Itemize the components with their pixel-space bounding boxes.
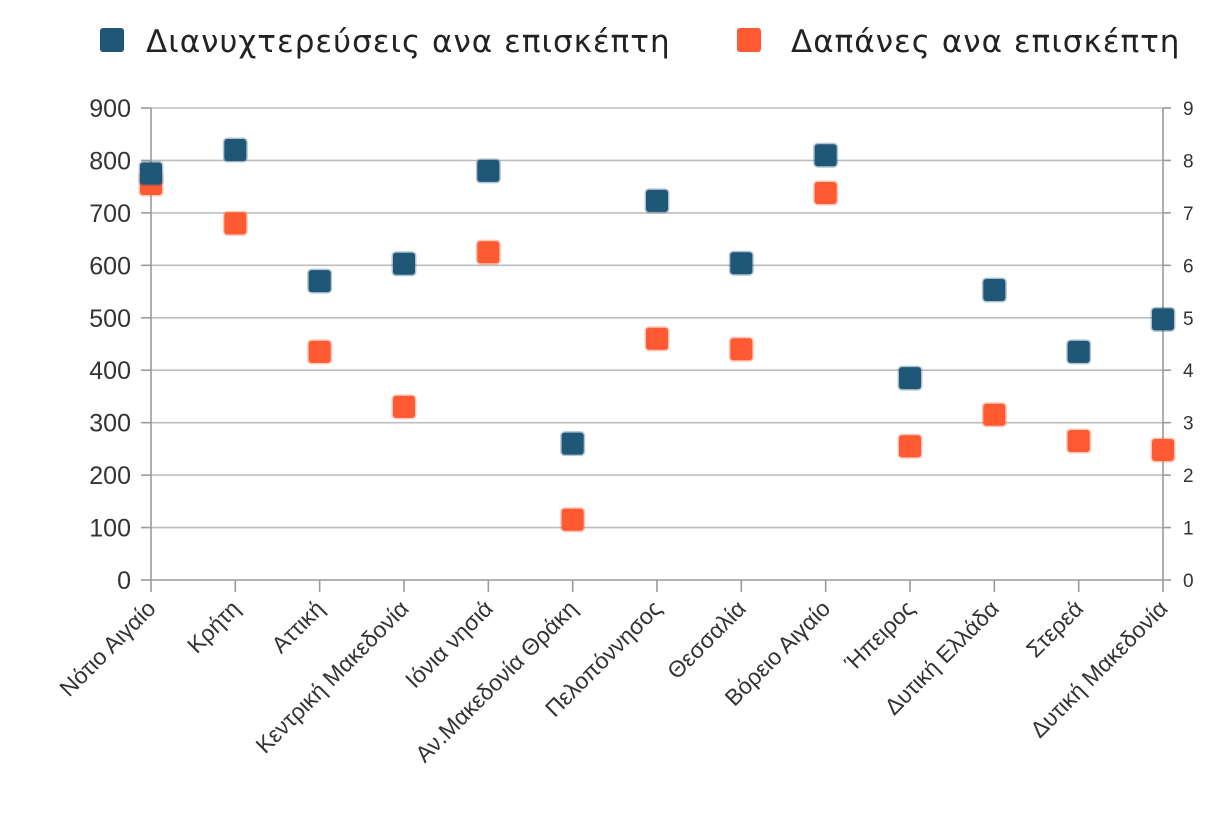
right-tick-label: 5: [1183, 309, 1194, 330]
spending-point: [475, 239, 501, 265]
right-tick-label: 3: [1183, 414, 1194, 435]
right-tick-label: 7: [1183, 204, 1194, 225]
right-tick-label: 1: [1183, 519, 1194, 540]
x-category-label: Κρήτη: [182, 595, 245, 658]
nights-point: [644, 188, 670, 214]
left-tick-label: 300: [89, 410, 131, 438]
x-category-label: Ήπειρος: [839, 595, 920, 676]
left-tick-label: 100: [89, 515, 131, 543]
nights-point: [475, 158, 501, 184]
right-tick-label: 4: [1183, 361, 1194, 382]
x-category-label: Κεντρική Μακεδονία: [250, 595, 413, 758]
x-category-label: Θεσσαλία: [662, 595, 751, 684]
nights-point: [391, 251, 417, 277]
spending-point: [644, 326, 670, 352]
axes: [141, 107, 1171, 592]
series-nights-points: [138, 137, 1176, 457]
right-y-axis-ticks: 0 1 2 3 4 5 6 7 8 9: [1183, 99, 1194, 592]
spending-point: [813, 180, 839, 206]
legend: Διανυχτερεύσεις ανα επισκέπτη Δαπάνες αν…: [100, 24, 1180, 60]
left-tick-label: 600: [89, 252, 131, 280]
nights-point: [981, 277, 1007, 303]
gridlines: [151, 107, 1163, 529]
x-category-label: Νότιο Αιγαίο: [54, 595, 160, 701]
left-tick-label: 0: [117, 567, 131, 595]
left-y-axis-ticks: 0 100 200 300 400 500 600 700 800 900: [89, 95, 131, 595]
spending-point: [560, 507, 586, 533]
spending-point: [728, 336, 754, 362]
left-tick-label: 800: [89, 147, 131, 175]
x-category-label: Αττική: [266, 595, 329, 658]
x-category-label: Στερεά: [1021, 595, 1088, 662]
legend-label-nights: Διανυχτερεύσεις ανα επισκέπτη: [146, 24, 671, 60]
nights-point: [728, 250, 754, 276]
nights-point: [1150, 306, 1176, 332]
right-tick-label: 6: [1183, 256, 1194, 277]
left-tick-label: 900: [89, 95, 131, 123]
legend-label-spending: Δαπάνες ανα επισκέπτη: [791, 24, 1180, 60]
legend-marker-nights: [100, 28, 124, 52]
left-tick-label: 500: [89, 305, 131, 333]
series-spending-points: [138, 171, 1176, 533]
left-tick-label: 200: [89, 462, 131, 490]
right-tick-label: 8: [1183, 151, 1194, 172]
nights-point: [307, 268, 333, 294]
nights-point: [222, 137, 248, 163]
spending-point: [1150, 437, 1176, 463]
nights-point: [1066, 339, 1092, 365]
left-tick-label: 400: [89, 357, 131, 385]
spending-point: [981, 402, 1007, 428]
right-tick-label: 9: [1183, 99, 1194, 120]
spending-point: [222, 210, 248, 236]
spending-point: [897, 433, 923, 459]
left-tick-label: 700: [89, 200, 131, 228]
nights-point: [813, 142, 839, 168]
nights-point: [897, 365, 923, 391]
legend-marker-spending: [737, 28, 761, 52]
spending-point: [391, 394, 417, 420]
nights-point: [560, 431, 586, 457]
spending-point: [1066, 428, 1092, 454]
spending-point: [307, 339, 333, 365]
nights-point: [138, 161, 164, 187]
right-tick-label: 0: [1183, 571, 1194, 592]
right-tick-label: 2: [1183, 466, 1194, 487]
x-category-label: Αν.Μακεδονία Θράκη: [410, 595, 582, 767]
